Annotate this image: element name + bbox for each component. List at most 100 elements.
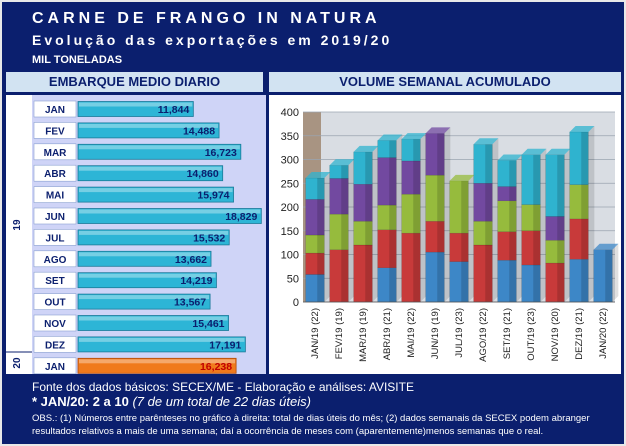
segment-shade — [509, 160, 517, 187]
month-label: AGO — [44, 255, 67, 266]
segment-shade — [317, 199, 325, 236]
segment-shade — [485, 245, 493, 302]
segment-shade — [509, 186, 517, 201]
period-note: * JAN/20: 2 a 10 (7 de um total de 22 di… — [32, 394, 311, 409]
y-tick-label: 0 — [293, 297, 299, 309]
x-tick-label: FEV/19 (19) — [334, 308, 345, 359]
segment-shade — [557, 154, 565, 217]
segment-shade — [365, 245, 373, 302]
daily-bar — [77, 229, 230, 246]
column-top — [593, 243, 619, 250]
segment-shade — [413, 160, 421, 195]
unit-label: MIL TONELADAS — [32, 54, 123, 66]
segment-shade — [557, 216, 565, 241]
year-label-2020: 20 — [12, 357, 23, 369]
daily-bar — [77, 122, 220, 139]
month-label: FEV — [45, 126, 65, 137]
daily-bar — [77, 315, 229, 331]
column-side — [540, 148, 547, 302]
x-tick-label: MAR/19 (19) — [358, 308, 369, 362]
bar-highlight — [79, 337, 245, 342]
page-title: CARNE DE FRANGO IN NATURA — [32, 10, 381, 27]
segment-shade — [509, 260, 517, 302]
segment-shade — [461, 233, 469, 262]
segment-shade — [557, 240, 565, 264]
daily-value-label: 16,238 — [200, 361, 232, 373]
segment-shade — [341, 165, 349, 179]
daily-value-label: 15,532 — [193, 232, 225, 244]
segment-shade — [341, 249, 349, 302]
daily-bar — [77, 250, 212, 267]
month-label-box — [33, 186, 77, 203]
bar-highlight — [79, 359, 236, 364]
daily-bar — [77, 272, 217, 289]
segment-shade — [461, 180, 469, 234]
column-side — [396, 134, 403, 302]
segment-shade — [581, 218, 589, 260]
segment-shade — [581, 184, 589, 219]
segment-shade — [317, 235, 325, 254]
segment-shade — [365, 221, 373, 245]
y-tick-label: 200 — [281, 202, 299, 214]
bar-highlight — [79, 273, 216, 278]
column-side — [372, 145, 379, 302]
daily-shipment-chart: 19 20 JAN 11,844 FEV 14,488 MAR 16,723 ABR 14,860… — [6, 95, 266, 374]
month-label-box — [33, 229, 77, 246]
x-tick-label: MAI/19 (22) — [406, 308, 417, 358]
month-label: OUT — [44, 298, 65, 309]
daily-value-label: 14,488 — [183, 125, 215, 137]
x-tick-label: NOV/19 (20) — [550, 308, 561, 361]
daily-value-label: 18,829 — [225, 211, 257, 223]
column-top — [377, 134, 403, 141]
column-top — [545, 148, 571, 155]
month-label: JUL — [46, 233, 65, 244]
x-tick-label: DEZ/19 (21) — [574, 308, 585, 360]
segment-shade — [485, 221, 493, 245]
segment-shade — [581, 131, 589, 185]
x-tick-label: AGO/19 (22) — [478, 308, 489, 362]
segment-shade — [533, 204, 541, 231]
segment-shade — [317, 178, 325, 200]
daily-value-label: 16,723 — [205, 147, 237, 159]
column-side — [444, 127, 451, 302]
segment-shade — [461, 261, 469, 302]
segment-shade — [413, 139, 421, 161]
segment-shade — [389, 140, 397, 158]
x-tick-label: JUN/19 (19) — [430, 308, 441, 359]
daily-bar — [77, 165, 224, 182]
column-side — [588, 125, 595, 302]
bar-highlight — [79, 123, 219, 128]
daily-bar — [77, 357, 237, 374]
daily-bar — [77, 101, 194, 117]
month-label-box — [33, 164, 77, 182]
column-side — [324, 172, 331, 302]
month-label-box — [33, 250, 77, 268]
month-label-box — [33, 293, 77, 310]
column-top — [473, 138, 499, 145]
x-tick-label: JAN/20 (22) — [598, 308, 609, 359]
segment-shade — [437, 252, 445, 302]
y-tick-label: 250 — [281, 178, 299, 190]
year-strip — [6, 95, 32, 374]
bar-highlight — [79, 102, 193, 107]
y-tick-label: 300 — [281, 155, 299, 167]
bar-highlight — [79, 252, 211, 257]
segment-shade — [533, 154, 541, 205]
left-chart-title: EMBARQUE MEDIO DIARIO — [6, 72, 263, 92]
column-side — [492, 138, 499, 302]
bar-highlight — [79, 230, 229, 235]
daily-shipment-svg: 19 20 JAN 11,844 FEV 14,488 MAR 16,723 ABR 14,860… — [6, 95, 262, 374]
segment-shade — [581, 259, 589, 302]
weekly-volume-chart: 0 50 100 150 200 250 300 350 400 JAN/19 (22) FEV/1… — [269, 95, 621, 374]
month-label: MAR — [44, 148, 68, 159]
bar-highlight — [79, 166, 222, 171]
month-label-box — [33, 143, 77, 161]
column-side — [564, 148, 571, 302]
period-note-bold: * JAN/20: 2 a 10 — [32, 394, 129, 409]
month-label-box — [33, 357, 77, 374]
y-tick-label: 150 — [281, 226, 299, 238]
bar-highlight — [79, 209, 261, 214]
segment-shade — [485, 183, 493, 222]
y-tick-label: 350 — [281, 131, 299, 143]
column-top — [449, 174, 475, 181]
